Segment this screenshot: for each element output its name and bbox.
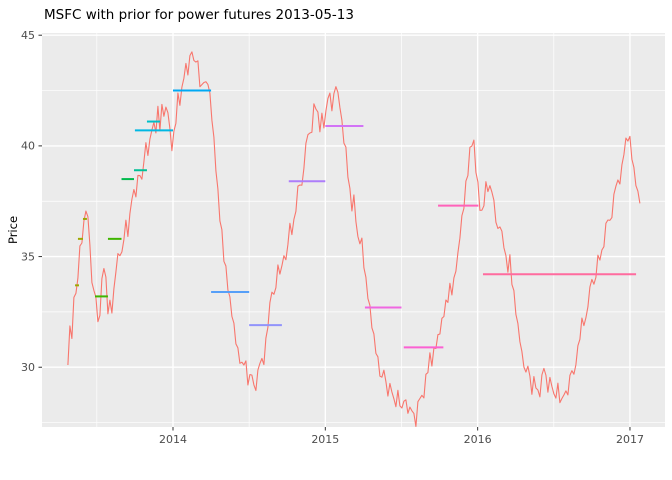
x-tick-label: 2014 <box>159 433 187 446</box>
y-tick-label: 30 <box>21 361 35 374</box>
y-axis-title: Price <box>6 215 20 245</box>
y-tick-label: 35 <box>21 250 35 263</box>
x-tick-label: 2016 <box>464 433 492 446</box>
x-tick-label: 2015 <box>311 433 339 446</box>
x-tick-label: 2017 <box>616 433 644 446</box>
chart-title: MSFC with prior for power futures 2013-0… <box>44 7 354 23</box>
panel-background <box>42 33 665 427</box>
price-line <box>67 51 641 427</box>
y-tick-label: 40 <box>21 140 35 153</box>
y-tick-label: 45 <box>21 29 35 42</box>
